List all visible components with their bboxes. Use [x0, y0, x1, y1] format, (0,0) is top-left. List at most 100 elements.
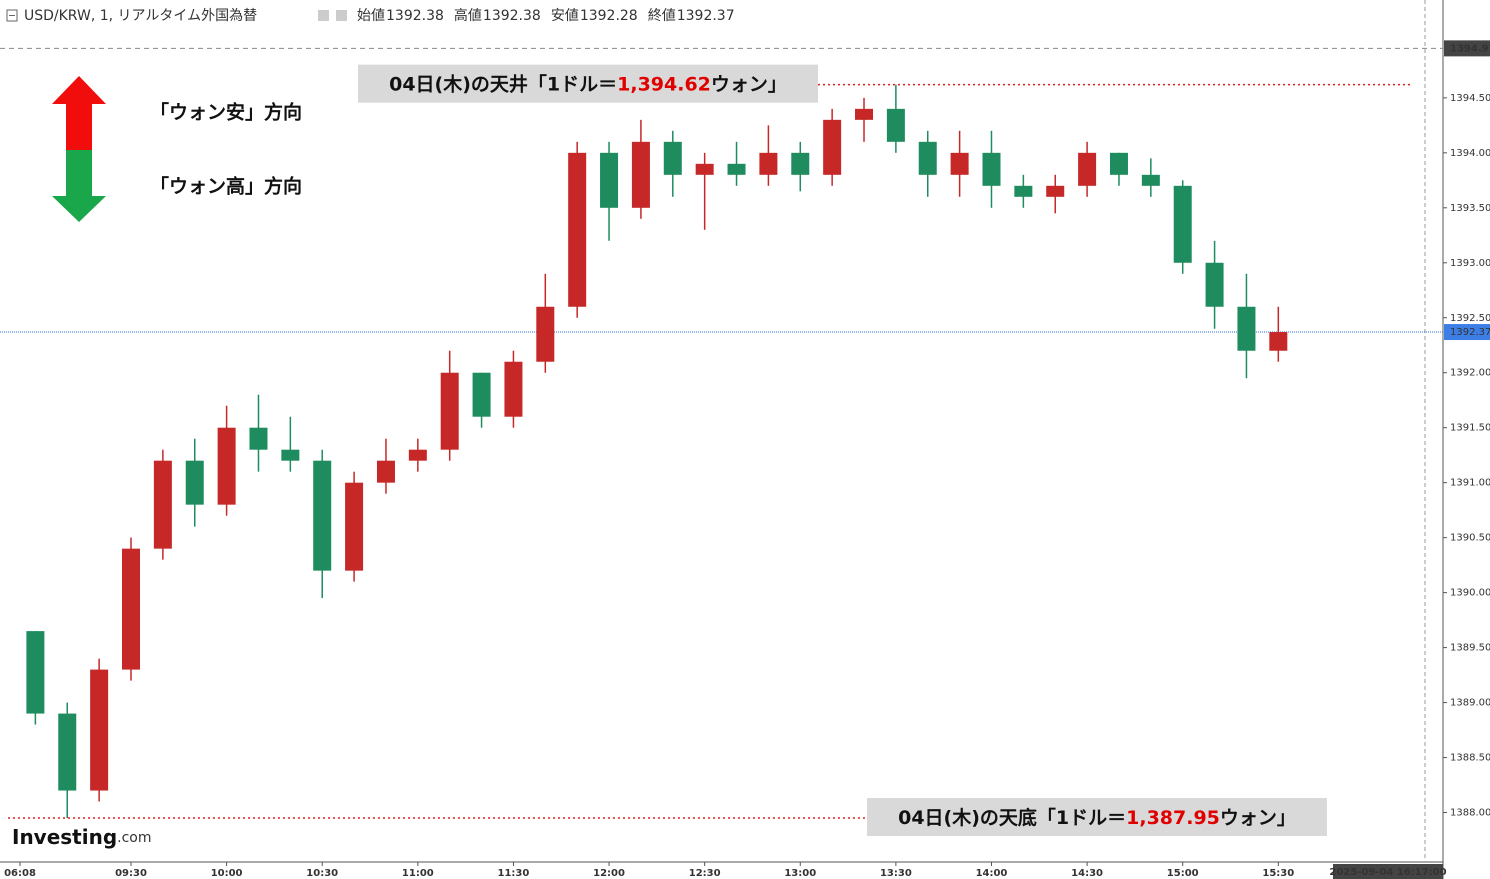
- candle-body: [345, 482, 364, 571]
- x-tick-label: 11:30: [498, 868, 530, 879]
- candle-body: [122, 548, 140, 670]
- candle-body: [26, 631, 45, 714]
- logo-text: Investing: [12, 825, 117, 849]
- candle-body: [1173, 185, 1192, 263]
- candle-body: [1014, 185, 1033, 197]
- legend-label: 「ウォン高」方向: [150, 175, 302, 198]
- ohlc-value: 1392.38: [386, 8, 444, 24]
- settings-icon[interactable]: [336, 10, 347, 21]
- y-tick-label: 1392.00: [1450, 368, 1490, 379]
- candle-body: [58, 713, 77, 791]
- candle-body: [823, 119, 842, 175]
- y-tick-label: 1394.00: [1450, 148, 1490, 159]
- y-tick-label: 1388.50: [1450, 753, 1490, 764]
- logo-suffix: .com: [117, 830, 151, 846]
- legend-label: 「ウォン安」方向: [150, 101, 302, 124]
- candle-body: [600, 152, 619, 208]
- price-tag: [1444, 324, 1490, 341]
- x-tick-label: 14:00: [976, 868, 1008, 879]
- candle-body: [568, 152, 587, 307]
- x-tick-label: 10:00: [211, 868, 243, 879]
- down-arrow: [52, 150, 106, 222]
- candle-body: [440, 372, 459, 450]
- candle-body: [727, 163, 746, 175]
- candle-body: [408, 449, 427, 461]
- candle-body: [313, 460, 332, 571]
- price-tag-label: 1392.37: [1450, 327, 1490, 338]
- x-tick-label: 10:30: [306, 868, 338, 879]
- y-tick-label: 1389.50: [1450, 643, 1490, 654]
- y-tick-label: 1393.50: [1450, 203, 1490, 214]
- price-tag-label: 1394.95: [1450, 43, 1490, 54]
- candle-body: [918, 141, 937, 175]
- price-tag: [1444, 40, 1490, 57]
- x-tick-label: 12:00: [593, 868, 625, 879]
- candle-body: [217, 427, 236, 505]
- annotation-prefix: 04日(木)の天井「1ドル＝: [389, 72, 617, 95]
- candle-body: [982, 152, 1001, 186]
- x-tick-label: 13:00: [784, 868, 816, 879]
- annotation-suffix: ウォン」: [1220, 807, 1296, 829]
- candle-body: [249, 427, 268, 450]
- y-tick-label: 1394.50: [1450, 93, 1490, 104]
- candle-body: [153, 460, 172, 549]
- annotation-value: 1,394.62: [617, 73, 711, 95]
- y-tick-label: 1390.50: [1450, 533, 1490, 544]
- candle-body: [695, 163, 714, 175]
- candle-body: [1078, 152, 1097, 186]
- ohlc-label: 安値: [551, 8, 579, 24]
- candle-body: [281, 449, 300, 461]
- candle-body: [1237, 306, 1256, 351]
- ohlc-label: 終値: [648, 8, 676, 24]
- y-tick-label: 1388.00: [1450, 808, 1490, 819]
- candle-body: [886, 108, 905, 142]
- candle-body: [663, 141, 682, 175]
- x-tick-label: 14:30: [1071, 868, 1103, 879]
- x-tick-label: 09:30: [115, 868, 147, 879]
- ohlc-label: 始値: [357, 8, 385, 24]
- candle-body: [1269, 332, 1288, 351]
- candle-body: [472, 372, 491, 417]
- annotation-prefix: 04日(木)の天底「1ドル＝: [898, 806, 1126, 829]
- candle-body: [1141, 174, 1160, 186]
- date-label: 2025-09-04 16:17:00: [1329, 867, 1446, 878]
- y-tick-label: 1391.50: [1450, 423, 1490, 434]
- candle-body: [1046, 185, 1065, 197]
- candle-body: [759, 152, 778, 175]
- candle-body: [855, 108, 874, 120]
- y-tick-label: 1393.00: [1450, 258, 1490, 269]
- annotation-box: [867, 798, 1327, 837]
- candle-body: [1109, 152, 1128, 175]
- ohlc-label: 高値: [454, 7, 482, 24]
- y-tick-label: 1391.00: [1450, 478, 1490, 489]
- y-tick-label: 1389.00: [1450, 698, 1490, 709]
- candle-body: [1205, 262, 1224, 307]
- date-tag: [1333, 864, 1443, 879]
- candle-body: [791, 152, 810, 175]
- annotation-value: 1,387.95: [1126, 807, 1220, 829]
- ohlc-value: 1392.38: [483, 8, 541, 24]
- annotation: 04日(木)の天井「1ドル＝1,394.62ウォン」: [389, 72, 787, 95]
- y-tick-label: 1390.00: [1450, 588, 1490, 599]
- candle-body: [536, 306, 555, 362]
- settings-icon[interactable]: [318, 10, 329, 21]
- x-tick-label: 11:00: [402, 868, 434, 879]
- logo: Investing.com: [12, 825, 152, 849]
- chart-title: USD/KRW, 1, リアルタイム外国為替: [24, 8, 257, 24]
- candle-body: [90, 669, 109, 791]
- annotation: 04日(木)の天底「1ドル＝1,387.95ウォン」: [898, 806, 1296, 829]
- annotation-box: [358, 64, 818, 103]
- y-tick-label: 1392.50: [1450, 313, 1490, 324]
- candle-body: [185, 460, 204, 505]
- collapse-icon[interactable]: [6, 9, 18, 22]
- x-tick-label: 06:08: [4, 868, 36, 879]
- x-tick-label: 13:30: [880, 868, 912, 879]
- up-arrow: [52, 76, 106, 150]
- x-tick-label: 12:30: [689, 868, 721, 879]
- candle-body: [950, 152, 969, 175]
- x-tick-label: 15:30: [1262, 868, 1294, 879]
- candle-body: [504, 361, 523, 417]
